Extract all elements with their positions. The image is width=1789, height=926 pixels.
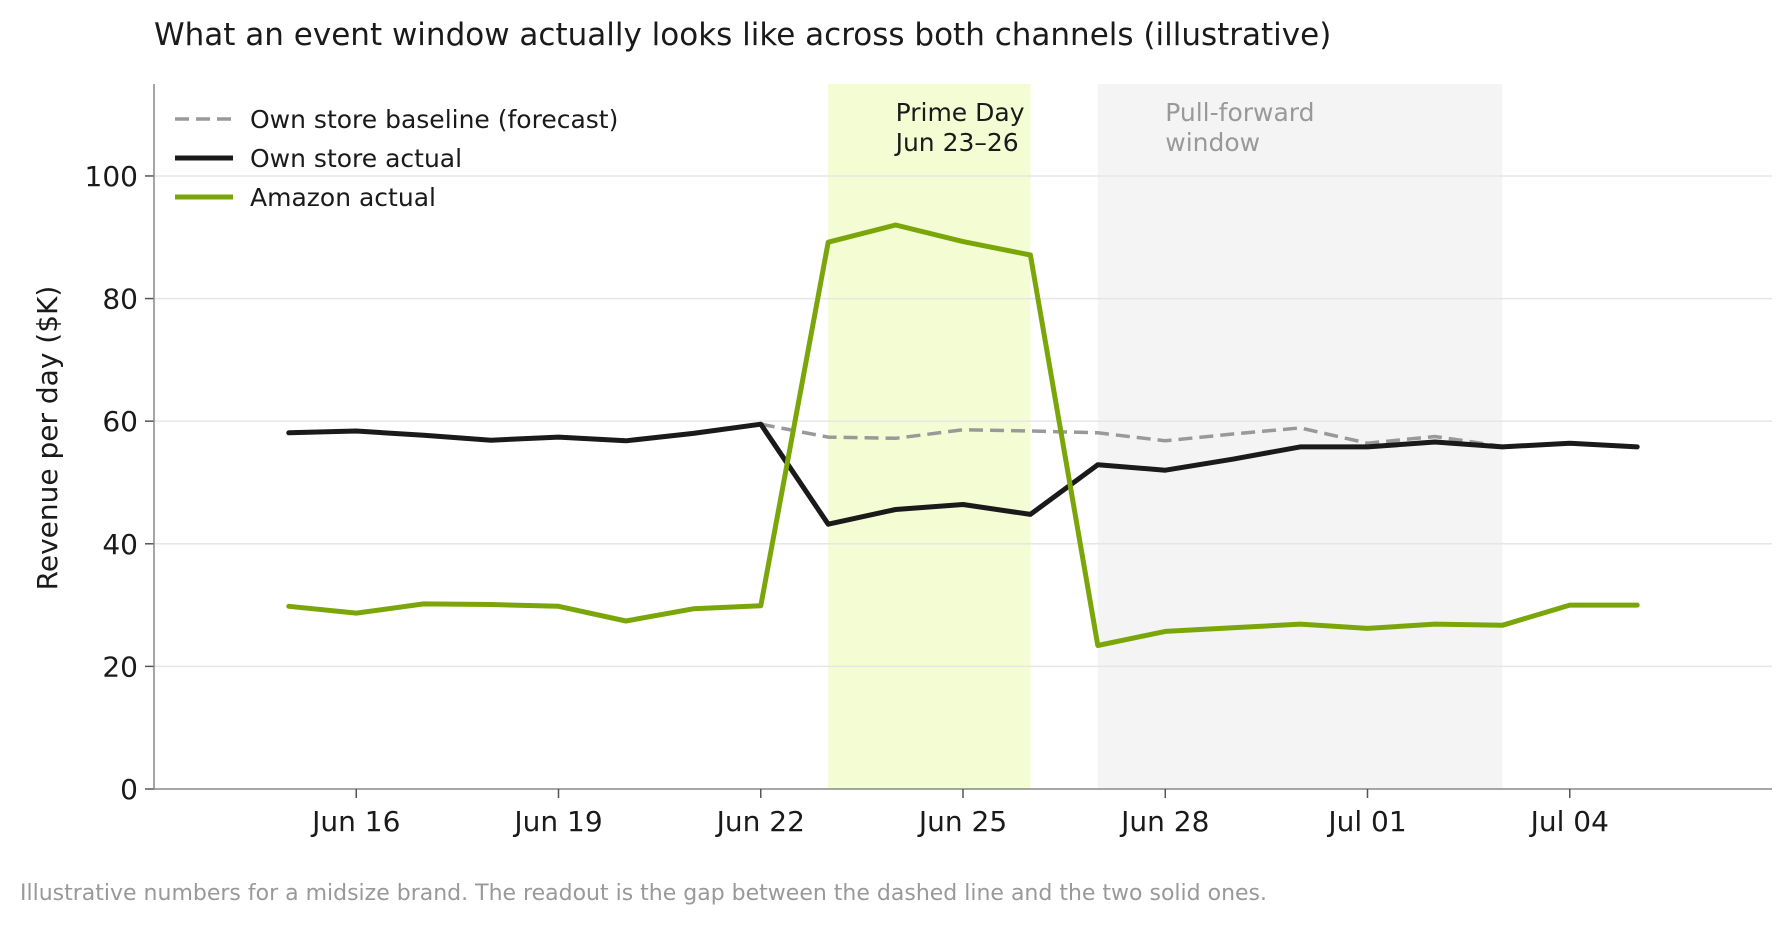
shaded-region-label: Prime Day [896, 98, 1025, 127]
chart-footnote: Illustrative numbers for a midsize brand… [20, 881, 1267, 906]
x-tick-label: Jul 04 [1529, 805, 1609, 838]
shaded-region-1 [828, 84, 1031, 789]
shaded-region-label: Jun 23–26 [894, 128, 1019, 157]
x-tick-label: Jul 01 [1326, 805, 1406, 838]
chart-title: What an event window actually looks like… [154, 17, 1331, 53]
series-line-2 [286, 421, 1640, 527]
y-tick-label: 40 [102, 528, 138, 561]
x-tick-label: Jun 22 [715, 805, 805, 838]
y-tick-label: 100 [85, 160, 138, 193]
y-axis-label: Revenue per day ($K) [31, 286, 64, 591]
legend-label-3: Amazon actual [250, 183, 436, 212]
legend-label-1: Own store baseline (forecast) [250, 105, 618, 134]
x-tick-label: Jun 25 [917, 805, 1007, 838]
series-line-3 [286, 222, 1640, 648]
axes: 0 20 40 60 80 100 Jun 16 Jun 19 Jun 22 Jun 25 Jun … [85, 84, 1772, 838]
x-tick-label: Jun 28 [1119, 805, 1209, 838]
legend: Own store baseline (forecast) Own store a… [175, 105, 618, 212]
shaded-region-label: Pull-forward [1165, 98, 1314, 127]
series-line-1 [760, 422, 1503, 449]
gridlines [154, 175, 1772, 668]
legend-label-2: Own store actual [250, 144, 462, 173]
y-tick-label: 60 [102, 405, 138, 438]
y-tick-label: 20 [102, 650, 138, 683]
shaded-region-label: window [1165, 128, 1260, 157]
x-tick-label: Jun 16 [310, 805, 400, 838]
y-tick-label: 0 [120, 773, 138, 806]
y-tick-label: 80 [102, 283, 138, 316]
series-lines [286, 222, 1640, 648]
x-tick-label: Jun 19 [512, 805, 602, 838]
